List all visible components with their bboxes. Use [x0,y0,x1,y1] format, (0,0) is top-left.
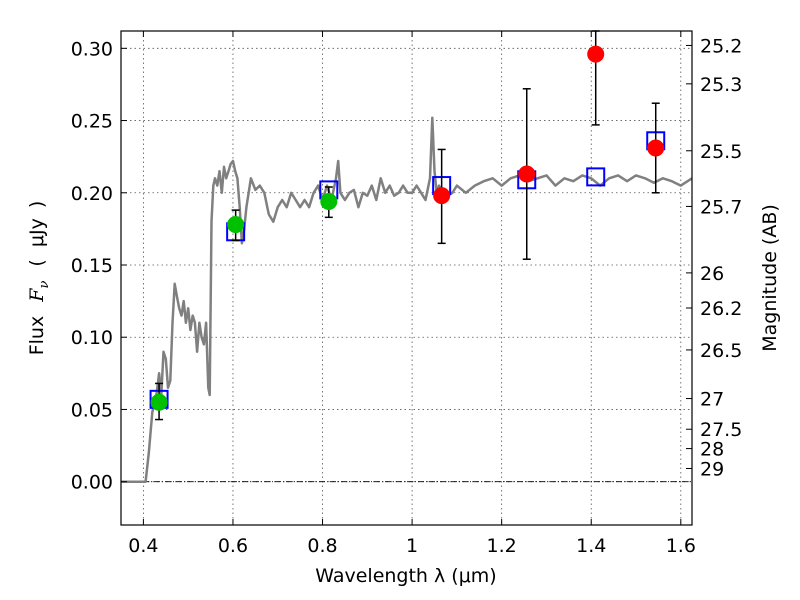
model-spectrum-line [121,116,693,483]
magnitude-tick-label: 25.2 [700,35,742,57]
magnitude-tick-label: 26.2 [700,298,742,320]
data-point [150,393,168,411]
model-photometry-square [586,167,606,187]
x-tick-label: 1.6 [666,535,696,557]
grid-layer [121,31,692,525]
magnitude-tick-label: 26.5 [700,340,742,362]
y-tick-label: 0.25 [71,111,113,133]
magnitude-tick-label: 27 [700,389,724,411]
magnitude-tick-label: 29 [700,458,724,480]
y-tick-label: 0.10 [71,327,113,349]
y-tick-label: 0.20 [71,183,113,205]
right-axis-label: Magnitude (AB) [759,204,781,352]
magnitude-tick-label: 25.3 [700,74,742,96]
data-point [518,165,536,183]
x-tick-label: 0.4 [128,535,158,557]
y-tick-label: 0.05 [71,399,113,421]
plot-background [121,31,692,525]
magnitude-tick-label: 26 [700,263,724,285]
data-point [320,192,338,210]
tick-labels: 0.4 0.6 0.8 1 1.2 1.4 1.6 0.00 0.05 0.10 0.15 0.20 0… [71,35,743,557]
x-tick-label: 0.6 [218,535,248,557]
observed-photometry-points [150,30,665,421]
data-point [587,45,605,63]
y-axis-label: Flux Fν ( μJy ) [26,201,53,356]
x-axis-label: Wavelength λ (μm) [315,565,496,587]
y-tick-label: 0.15 [71,255,113,277]
axis-ticks [121,31,692,525]
magnitude-tick-label: 25.5 [700,141,742,163]
x-tick-label: 1 [406,535,418,557]
data-point [647,139,665,157]
x-tick-label: 1.2 [487,535,517,557]
y-tick-label: 0.00 [71,472,113,494]
magnitude-tick-label: 28 [700,439,724,461]
magnitude-tick-label: 27.5 [700,419,742,441]
data-point [433,187,451,205]
x-tick-label: 0.8 [307,535,337,557]
x-tick-label: 1.4 [576,535,606,557]
plot-frame [120,30,693,526]
y-tick-label: 0.30 [71,38,113,60]
magnitude-tick-label: 25.7 [700,196,742,218]
data-point [227,216,245,234]
